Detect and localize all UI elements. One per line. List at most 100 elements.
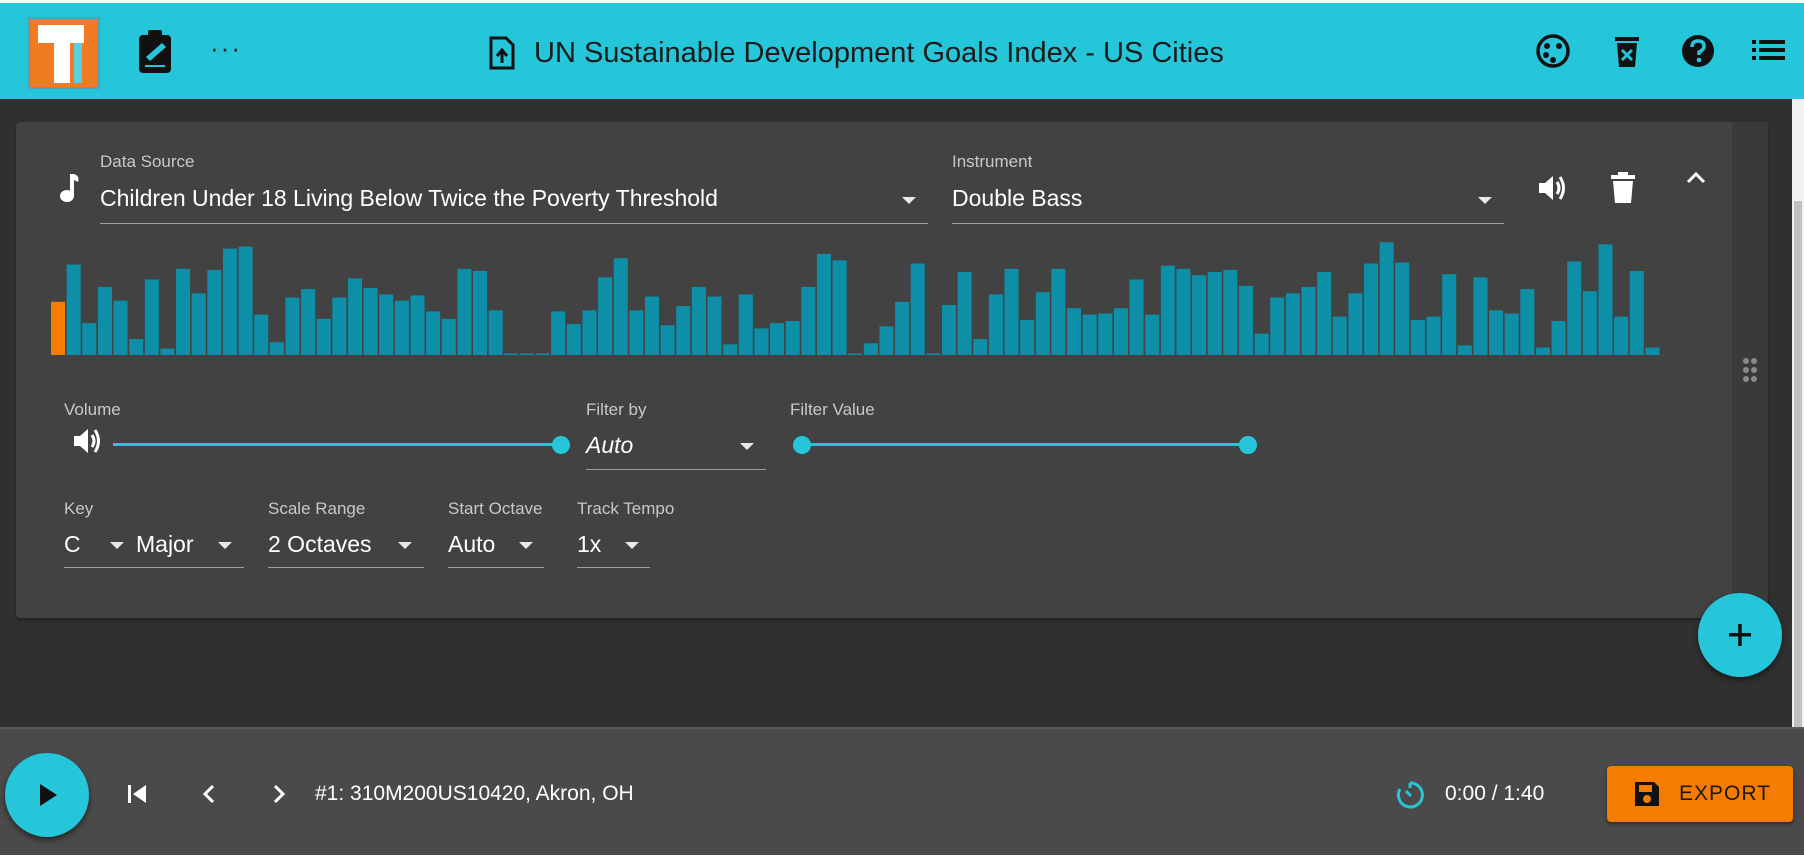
- bar[interactable]: [1457, 345, 1472, 355]
- bar[interactable]: [973, 339, 988, 355]
- bar[interactable]: [629, 310, 644, 355]
- bar[interactable]: [832, 260, 847, 355]
- bar[interactable]: [1489, 310, 1504, 355]
- bar[interactable]: [1176, 268, 1191, 355]
- track-tempo-dropdown-icon[interactable]: [625, 542, 639, 549]
- track-list-icon[interactable]: [1752, 37, 1790, 81]
- bar[interactable]: [410, 295, 425, 355]
- bar[interactable]: [347, 278, 363, 355]
- timer-icon[interactable]: [1395, 780, 1425, 815]
- bar[interactable]: [1285, 293, 1300, 355]
- bar[interactable]: [1582, 291, 1597, 355]
- bar[interactable]: [926, 353, 941, 356]
- bar[interactable]: [551, 311, 566, 355]
- track-tempo-select[interactable]: 1x: [577, 531, 602, 557]
- bar[interactable]: [957, 272, 972, 355]
- bar[interactable]: [1551, 320, 1566, 355]
- add-track-button[interactable]: [1698, 593, 1782, 677]
- bar[interactable]: [519, 353, 534, 356]
- bar[interactable]: [895, 301, 910, 355]
- bar[interactable]: [1082, 314, 1097, 355]
- document-title[interactable]: UN Sustainable Development Goals Index -…: [488, 33, 1224, 73]
- key-select[interactable]: C: [64, 531, 81, 557]
- more-menu-button[interactable]: ···: [210, 33, 242, 63]
- bar[interactable]: [176, 268, 191, 355]
- bar[interactable]: [1473, 277, 1488, 355]
- bar[interactable]: [1223, 269, 1238, 355]
- data-source-select[interactable]: Children Under 18 Living Below Twice the…: [100, 185, 718, 211]
- collapse-track-button[interactable]: [1684, 168, 1708, 191]
- bar[interactable]: [1067, 308, 1082, 355]
- bar[interactable]: [1207, 272, 1222, 355]
- bar[interactable]: [1364, 263, 1379, 355]
- next-button[interactable]: [264, 779, 294, 809]
- bar[interactable]: [1254, 333, 1269, 355]
- filter-by-select[interactable]: Auto: [586, 432, 634, 458]
- bar[interactable]: [1395, 262, 1410, 355]
- bar[interactable]: [1598, 244, 1613, 355]
- bar[interactable]: [97, 286, 112, 355]
- instrument-select[interactable]: Double Bass: [952, 185, 1083, 211]
- filter-by-dropdown-icon[interactable]: [740, 443, 754, 450]
- bar[interactable]: [1629, 270, 1644, 355]
- bar[interactable]: [582, 310, 597, 355]
- bar[interactable]: [535, 353, 550, 356]
- bar[interactable]: [754, 328, 769, 355]
- play-button[interactable]: [5, 753, 89, 837]
- bar[interactable]: [1145, 314, 1160, 355]
- help-icon[interactable]: [1680, 33, 1718, 77]
- bar[interactable]: [691, 286, 706, 355]
- bar[interactable]: [332, 297, 347, 355]
- bar[interactable]: [879, 326, 894, 355]
- bar[interactable]: [644, 296, 660, 356]
- scrollbar[interactable]: [1792, 99, 1804, 821]
- bar[interactable]: [1520, 289, 1535, 355]
- bar[interactable]: [144, 279, 159, 355]
- track-card-drag-region[interactable]: [1732, 122, 1768, 618]
- bar[interactable]: [238, 246, 253, 355]
- bar[interactable]: [1192, 275, 1207, 355]
- bar[interactable]: [1238, 285, 1253, 355]
- key-mode-select[interactable]: Major: [136, 531, 194, 557]
- bar[interactable]: [1504, 313, 1519, 355]
- bar[interactable]: [1160, 265, 1175, 355]
- bar[interactable]: [426, 311, 441, 355]
- bar[interactable]: [1113, 308, 1128, 355]
- bar[interactable]: [660, 325, 675, 355]
- bar[interactable]: [676, 306, 691, 355]
- bar[interactable]: [1645, 347, 1660, 355]
- volume-slider-thumb[interactable]: [552, 436, 570, 454]
- delete-all-icon[interactable]: [1612, 33, 1650, 77]
- bar[interactable]: [285, 297, 300, 355]
- bar[interactable]: [723, 344, 738, 355]
- bar[interactable]: [598, 277, 613, 355]
- bar[interactable]: [1270, 297, 1285, 355]
- bar-current[interactable]: [51, 301, 66, 355]
- filter-value-max-thumb[interactable]: [1239, 436, 1257, 454]
- bar[interactable]: [160, 348, 175, 355]
- export-button[interactable]: EXPORT: [1607, 766, 1793, 822]
- app-logo[interactable]: [28, 17, 100, 89]
- bar[interactable]: [785, 320, 800, 355]
- bar[interactable]: [816, 253, 831, 355]
- bar[interactable]: [1442, 274, 1457, 355]
- bar[interactable]: [363, 287, 378, 355]
- scale-range-select[interactable]: 2 Octaves: [268, 531, 372, 557]
- bar[interactable]: [738, 294, 753, 355]
- bar[interactable]: [707, 296, 722, 356]
- bar[interactable]: [207, 269, 222, 355]
- filter-value-slider-track[interactable]: [802, 443, 1248, 446]
- bar[interactable]: [82, 323, 97, 355]
- bar[interactable]: [269, 342, 284, 355]
- palette-icon[interactable]: [1535, 33, 1573, 77]
- bar[interactable]: [473, 270, 488, 355]
- bar[interactable]: [1535, 347, 1550, 355]
- bar[interactable]: [1410, 319, 1425, 355]
- bar[interactable]: [254, 314, 269, 355]
- filter-value-min-thumb[interactable]: [793, 436, 811, 454]
- bar[interactable]: [488, 310, 503, 355]
- bar[interactable]: [910, 263, 925, 355]
- bar[interactable]: [770, 323, 785, 355]
- bar[interactable]: [848, 353, 863, 356]
- bar[interactable]: [1301, 286, 1316, 355]
